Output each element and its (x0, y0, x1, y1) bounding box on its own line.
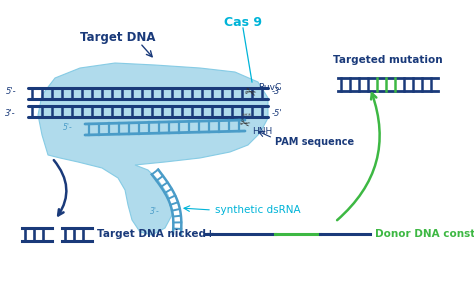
Text: RuvC: RuvC (258, 83, 281, 93)
Text: 5'-: 5'- (63, 124, 73, 132)
Text: HNH: HNH (252, 127, 272, 137)
Text: synthetic dsRNA: synthetic dsRNA (215, 205, 301, 215)
Text: -3': -3' (272, 86, 283, 96)
Polygon shape (38, 63, 268, 235)
Text: 5'-: 5'- (5, 86, 16, 96)
Text: Cas 9: Cas 9 (224, 16, 262, 29)
Text: Target DNA nicked+: Target DNA nicked+ (97, 229, 215, 239)
Text: PAM sequence: PAM sequence (275, 137, 354, 147)
Text: Target DNA: Target DNA (80, 32, 156, 45)
Text: ✂: ✂ (242, 84, 258, 101)
Text: 3'-: 3'- (150, 207, 160, 217)
Text: ***: *** (242, 113, 252, 119)
Text: Donor DNA construct: Donor DNA construct (375, 229, 474, 239)
Text: ✂: ✂ (237, 116, 251, 132)
Text: Targeted mutation: Targeted mutation (333, 55, 443, 65)
Text: -5': -5' (272, 109, 283, 119)
Text: 3'-: 3'- (5, 109, 16, 119)
